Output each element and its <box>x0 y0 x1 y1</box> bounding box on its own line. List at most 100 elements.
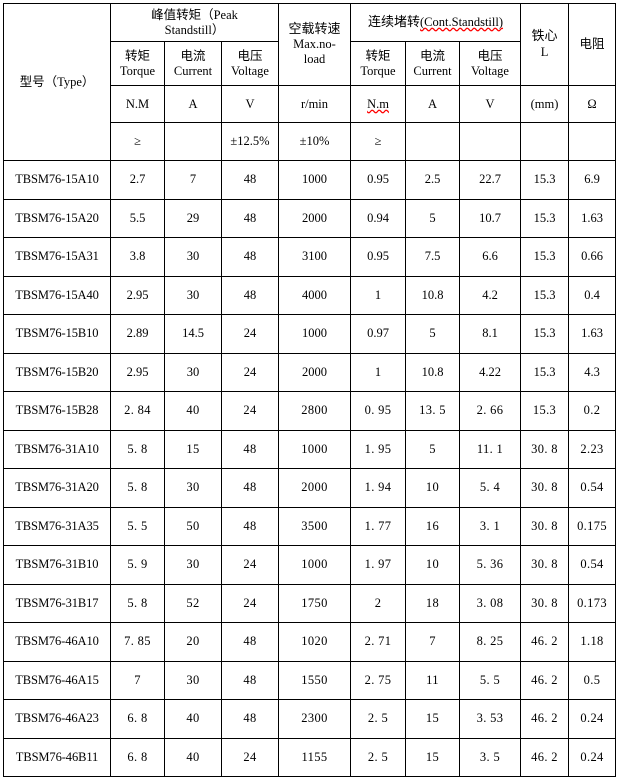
cell-peak-current: 29 <box>164 198 222 238</box>
tolerance-core <box>520 122 570 161</box>
cell-res: 0.54 <box>568 468 617 508</box>
cell-core: 30. 8 <box>520 545 570 585</box>
cell-peak-torque: 2.89 <box>110 314 165 354</box>
cell-cont-voltage: 5. 36 <box>458 545 522 585</box>
cell-cont-current: 7 <box>405 622 460 662</box>
tolerance-cont-voltage <box>458 122 522 161</box>
cell-peak-voltage: 48 <box>221 429 279 469</box>
tolerance-peak-voltage: ±12.5% <box>221 122 279 161</box>
cell-res: 1.18 <box>568 622 617 662</box>
cell-peak-voltage: 48 <box>221 275 279 315</box>
cell-cont-current: 15 <box>405 737 460 777</box>
cell-noload: 3100 <box>278 237 351 277</box>
header-cont-current-en: Current <box>413 63 452 78</box>
cell-cont-voltage: 22.7 <box>458 160 522 200</box>
header-cont-current: 电流 Current <box>405 41 460 86</box>
cell-peak-current: 30 <box>164 545 222 585</box>
table-row: TBSM76-46A23 6. 8 40 48 2300 2. 5 15 3. 53 46. 2… <box>3 699 617 739</box>
cell-model: TBSM76-31B17 <box>3 583 111 623</box>
cell-res: 1.63 <box>568 314 617 354</box>
cell-res: 6.9 <box>568 160 617 200</box>
cell-core: 15.3 <box>520 314 570 354</box>
cell-noload: 1550 <box>278 660 351 700</box>
cell-noload: 1020 <box>278 622 351 662</box>
cell-cont-current: 5 <box>405 429 460 469</box>
table-row: TBSM76-31A35 5. 5 50 48 3500 1. 77 16 3. 1 30. 8… <box>3 506 617 546</box>
header-group-resistance: 电阻 <box>568 3 617 86</box>
table-row: TBSM76-31A20 5. 8 30 48 2000 1. 94 10 5. 4 30. 8… <box>3 468 617 508</box>
cell-model: TBSM76-46B11 <box>3 737 111 777</box>
cell-model: TBSM76-46A15 <box>3 660 111 700</box>
table-row: TBSM76-31A10 5. 8 15 48 1000 1. 95 5 11. 1 30. 8… <box>3 429 617 469</box>
cell-peak-voltage: 24 <box>221 545 279 585</box>
header-core-sub: L <box>540 44 549 59</box>
cell-noload: 1750 <box>278 583 351 623</box>
cell-core: 15.3 <box>520 198 570 238</box>
header-cont-voltage-cn: 电压 <box>477 47 503 63</box>
cell-peak-voltage: 48 <box>221 699 279 739</box>
table-row: TBSM76-15B20 2.95 30 24 2000 1 10.8 4.22 15.3 4.3 <box>3 352 617 392</box>
cell-cont-current: 5 <box>405 198 460 238</box>
cell-cont-voltage: 3. 1 <box>458 506 522 546</box>
cell-peak-torque: 5.5 <box>110 198 165 238</box>
cell-cont-current: 5 <box>405 314 460 354</box>
header-peak-torque: 转矩 Torque <box>110 41 165 86</box>
cell-peak-torque: 3.8 <box>110 237 165 277</box>
cell-noload: 1000 <box>278 314 351 354</box>
cell-cont-torque: 2 <box>350 583 406 623</box>
table-row: TBSM76-15B28 2. 84 40 24 2800 0. 95 13. 5 2. 66… <box>3 391 617 431</box>
tolerance-no-load: ±10% <box>278 122 351 161</box>
cell-core: 30. 8 <box>520 468 570 508</box>
header-cont-torque-cn: 转矩 <box>365 47 391 63</box>
cell-cont-current: 2.5 <box>405 160 460 200</box>
cell-peak-current: 30 <box>164 275 222 315</box>
cell-cont-current: 10.8 <box>405 352 460 392</box>
cell-peak-voltage: 48 <box>221 237 279 277</box>
tolerance-cont-current <box>405 122 460 161</box>
header-group-peak-line1: 峰值转矩（Peak <box>151 7 238 22</box>
table-row: TBSM76-15A31 3.8 30 48 3100 0.95 7.5 6.6 15.3 0.6… <box>3 237 617 277</box>
cell-cont-voltage: 5. 4 <box>458 468 522 508</box>
cell-res: 0.24 <box>568 699 617 739</box>
cell-cont-current: 16 <box>405 506 460 546</box>
cell-peak-current: 40 <box>164 699 222 739</box>
spec-table-container: 型号（Type） 峰值转矩（Peak Standstill） 空载转速 Max.… <box>3 3 617 777</box>
table-row: TBSM76-15A10 2.7 7 48 1000 0.95 2.5 22.7 15.3 6.9 <box>3 160 617 200</box>
cell-cont-current: 7.5 <box>405 237 460 277</box>
cell-cont-current: 11 <box>405 660 460 700</box>
cell-cont-torque: 2. 5 <box>350 699 406 739</box>
cell-peak-torque: 5. 8 <box>110 468 165 508</box>
header-noload-en1: Max.no- <box>293 37 336 52</box>
unit-no-load: r/min <box>278 85 351 123</box>
cell-cont-torque: 2. 75 <box>350 660 406 700</box>
cell-res: 1.63 <box>568 198 617 238</box>
cell-model: TBSM76-31A20 <box>3 468 111 508</box>
cell-core: 30. 8 <box>520 583 570 623</box>
header-group-peak-line2: Standstill） <box>164 22 225 37</box>
cell-model: TBSM76-15B28 <box>3 391 111 431</box>
cell-model: TBSM76-31A10 <box>3 429 111 469</box>
cell-cont-voltage: 3. 08 <box>458 583 522 623</box>
cell-model: TBSM76-15A40 <box>3 275 111 315</box>
cell-core: 15.3 <box>520 275 570 315</box>
cell-cont-torque: 0.94 <box>350 198 406 238</box>
header-cont-voltage-en: Voltage <box>471 63 509 78</box>
cell-peak-torque: 2. 84 <box>110 391 165 431</box>
cell-noload: 2000 <box>278 198 351 238</box>
cell-peak-current: 30 <box>164 660 222 700</box>
header-sub-row: 转矩 Torque 电流 Current 电压 Voltage 转矩 Torqu… <box>4 41 616 86</box>
cell-peak-voltage: 48 <box>221 160 279 200</box>
header-core-cn: 铁心 <box>531 29 558 45</box>
cell-cont-voltage: 10.7 <box>458 198 522 238</box>
cell-noload: 2000 <box>278 352 351 392</box>
cell-noload: 2300 <box>278 699 351 739</box>
cell-peak-current: 14.5 <box>164 314 222 354</box>
cell-peak-current: 30 <box>164 352 222 392</box>
header-group-peak-standstill: 峰值转矩（Peak Standstill） <box>110 3 279 42</box>
cell-cont-torque: 0.95 <box>350 237 406 277</box>
header-cont-current-cn: 电流 <box>419 47 445 63</box>
cell-cont-torque: 1. 97 <box>350 545 406 585</box>
header-noload-cn: 空载转速 <box>288 22 341 38</box>
cell-peak-current: 30 <box>164 468 222 508</box>
